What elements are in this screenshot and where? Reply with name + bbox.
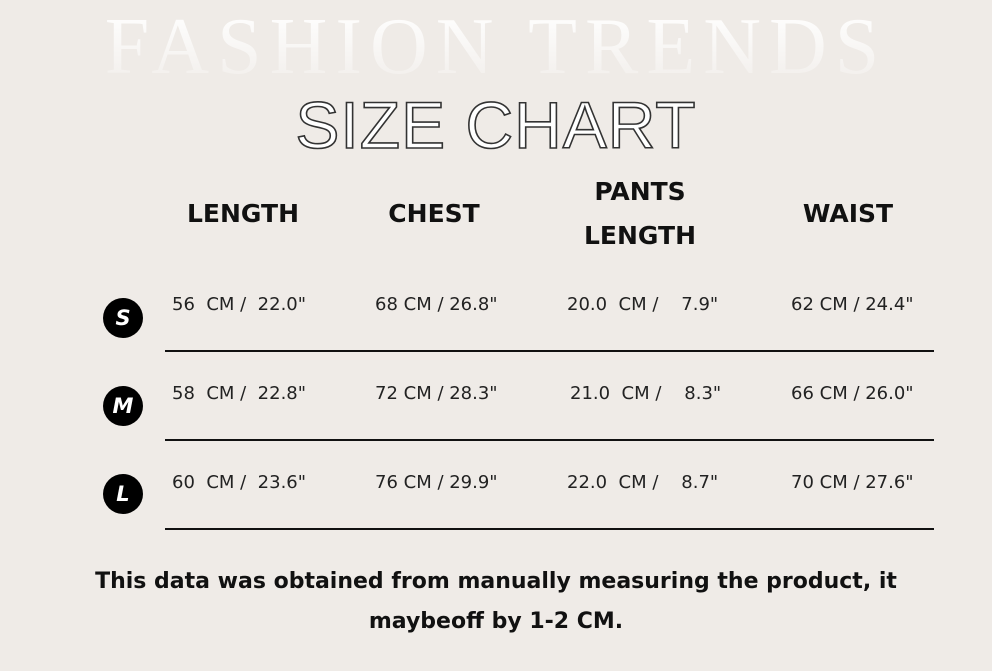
cell-pants-length: 21.0 CM / 8.3": [570, 383, 722, 404]
cell-length: 56 CM / 22.0": [172, 294, 307, 315]
header-waist: WAIST: [802, 199, 894, 228]
measurement-note: This data was obtained from manually mea…: [95, 569, 897, 634]
size-badge-l: L: [103, 474, 143, 514]
cell-length: 58 CM / 22.8": [172, 383, 307, 404]
cell-pants-length: 22.0 CM / 8.7": [567, 472, 719, 493]
size-badge-s: S: [103, 298, 143, 338]
page-title: SIZE CHART: [295, 88, 697, 162]
cell-length: 60 CM / 23.6": [172, 472, 307, 493]
row-divider: [165, 528, 934, 530]
cell-waist: 66 CM / 26.0": [791, 383, 914, 404]
watermark-fashion-trends: FASHION TRENDS: [0, 6, 992, 88]
header-chest: CHEST: [388, 199, 480, 228]
cell-chest: 72 CM / 28.3": [375, 383, 498, 404]
header-length: LENGTH: [187, 199, 299, 228]
cell-chest: 68 CM / 26.8": [375, 294, 498, 315]
row-divider: [165, 439, 934, 441]
cell-waist: 70 CM / 27.6": [791, 472, 914, 493]
cell-chest: 76 CM / 29.9": [375, 472, 498, 493]
row-divider: [165, 350, 934, 352]
size-badge-m: M: [103, 386, 143, 426]
header-pants-length: PANTS LENGTH: [584, 177, 696, 250]
cell-waist: 62 CM / 24.4": [791, 294, 914, 315]
cell-pants-length: 20.0 CM / 7.9": [567, 294, 719, 315]
